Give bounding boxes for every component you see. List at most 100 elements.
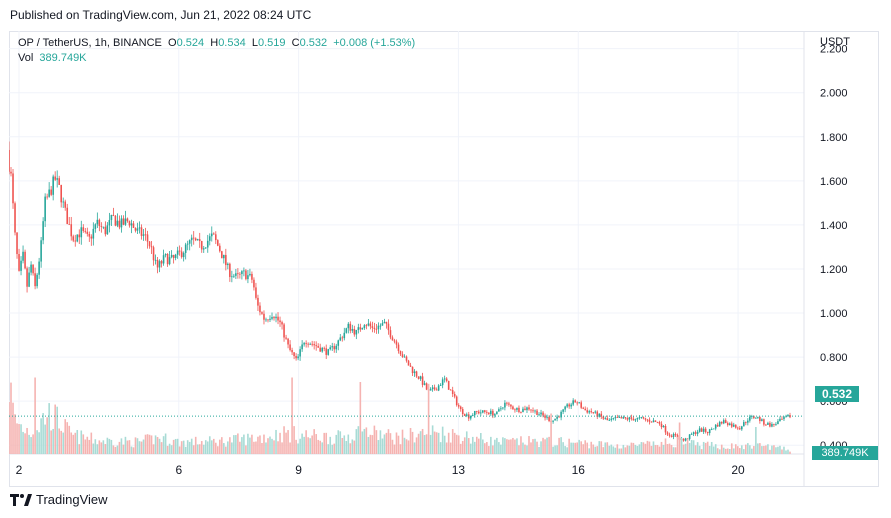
candle-body: [120, 218, 123, 228]
candle-body: [604, 418, 607, 420]
volume-bar: [375, 430, 378, 454]
candle-body: [765, 424, 767, 426]
candle-body: [241, 271, 243, 275]
y-tick-label: 1.000: [820, 308, 848, 320]
y-tick-label: 1.200: [820, 264, 848, 276]
volume-bar: [34, 377, 36, 454]
candle-body: [484, 410, 486, 412]
volume-bar: [480, 433, 482, 454]
candle-body: [210, 233, 213, 237]
volume-bar: [654, 445, 657, 454]
volume-bar: [325, 432, 328, 454]
candle-body: [572, 400, 574, 405]
candle-body: [642, 417, 645, 419]
volume-bar: [700, 449, 703, 454]
candle-body: [670, 435, 673, 437]
candle-body: [122, 218, 125, 225]
candle-body: [106, 225, 109, 235]
candle-body: [60, 184, 62, 203]
volume-bar: [650, 445, 653, 454]
volume-bar: [172, 439, 175, 454]
volume-bar: [582, 444, 584, 454]
volume-bar: [741, 445, 743, 454]
candle-body: [190, 237, 193, 241]
candlestick-chart[interactable]: 2.200 2.000 1.800 1.600 1.400 1.200 1.000 0.800…: [9, 31, 879, 487]
candle-body: [353, 328, 356, 335]
candle-body: [461, 409, 464, 415]
candle-body: [291, 350, 293, 353]
candle-body: [554, 418, 556, 421]
candle-body: [542, 412, 544, 416]
candle-body: [423, 383, 426, 385]
volume-bar: [490, 436, 492, 454]
candle-body: [692, 432, 695, 435]
candle-body: [536, 410, 538, 415]
volume-bar: [311, 435, 313, 454]
volume-bar: [321, 442, 323, 454]
candle-body: [662, 425, 665, 428]
volume-bar: [640, 442, 643, 454]
volume-bar: [206, 441, 209, 454]
volume-bar: [267, 438, 269, 454]
candle-body: [74, 240, 77, 242]
volume-bar: [327, 444, 330, 454]
volume-bar: [688, 442, 691, 454]
volume-bar: [46, 417, 48, 454]
volume-bar: [38, 432, 40, 454]
volume-bar: [329, 436, 332, 454]
candle-body: [124, 218, 127, 225]
candle-body: [243, 270, 245, 272]
volume-bar: [190, 438, 193, 454]
candle-body: [486, 411, 488, 413]
candle-body: [769, 422, 771, 427]
chart-frame: [9, 31, 879, 487]
candle-body: [40, 240, 42, 262]
candle-body: [773, 423, 775, 425]
candle-body: [46, 196, 48, 198]
volume-tag: 389.749K: [812, 446, 878, 460]
candle-body: [375, 328, 378, 330]
candle-body: [184, 244, 187, 253]
volume-bar: [656, 445, 659, 454]
candle-body: [82, 227, 85, 231]
volume-bar: [92, 443, 95, 454]
volume-bar: [596, 446, 599, 454]
volume-bar: [506, 439, 508, 454]
volume-bar: [747, 443, 749, 454]
candle-body: [339, 337, 342, 341]
candle-body: [747, 420, 749, 423]
candle-body: [289, 344, 291, 351]
high-label: H: [210, 37, 219, 49]
volume-bar: [745, 444, 747, 454]
candle-body: [315, 345, 317, 347]
currency-label: USDT: [820, 36, 850, 48]
candle-body: [399, 351, 402, 355]
candle-body: [307, 343, 309, 345]
last-price-tag: 0.532: [815, 386, 859, 402]
volume-bar: [753, 446, 755, 454]
candle-body: [650, 421, 653, 423]
volume-bar: [548, 436, 550, 454]
candle-body: [112, 214, 115, 216]
candle-body: [237, 273, 239, 275]
volume-bar: [608, 445, 611, 454]
volume-bar: [568, 438, 570, 454]
volume-bar: [576, 442, 578, 454]
volume-bar: [494, 439, 496, 454]
volume-bar: [419, 431, 422, 454]
volume-bar: [227, 441, 229, 454]
volume-bar: [546, 437, 548, 454]
volume-bar: [393, 444, 396, 454]
candle-body: [142, 234, 145, 236]
candle-body: [393, 340, 396, 342]
volume-bar: [166, 445, 169, 454]
tradingview-brand[interactable]: TradingView: [10, 492, 108, 507]
volume-bar: [757, 443, 759, 454]
volume-bar: [628, 445, 631, 454]
low-label: L: [251, 37, 258, 49]
candle-body: [126, 218, 129, 222]
volume-bar: [152, 444, 155, 454]
candle-body: [102, 226, 105, 228]
candle-body: [297, 356, 299, 359]
candle-body: [658, 422, 661, 424]
